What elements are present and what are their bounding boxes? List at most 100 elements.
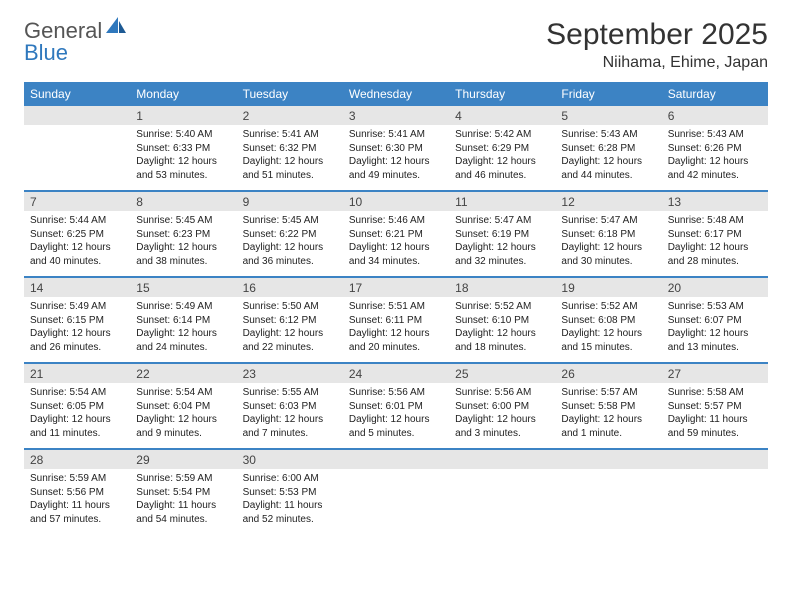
date-number-row: 21222324252627 [24, 364, 768, 383]
day1-text: Daylight: 12 hours [349, 413, 443, 427]
day1-text: Daylight: 12 hours [561, 155, 655, 169]
day-cell: Sunrise: 5:45 AMSunset: 6:22 PMDaylight:… [237, 211, 343, 276]
sunrise-text: Sunrise: 5:50 AM [243, 300, 337, 314]
day-cell: Sunrise: 5:59 AMSunset: 5:54 PMDaylight:… [130, 469, 236, 534]
date-number: 24 [343, 364, 449, 383]
brand-logo: General Blue [24, 18, 128, 64]
sunset-text: Sunset: 6:32 PM [243, 142, 337, 156]
sunrise-text: Sunrise: 5:55 AM [243, 386, 337, 400]
day1-text: Daylight: 12 hours [668, 327, 762, 341]
day1-text: Daylight: 12 hours [561, 413, 655, 427]
day1-text: Daylight: 12 hours [136, 241, 230, 255]
day2-text: and 34 minutes. [349, 255, 443, 269]
sunrise-text: Sunrise: 5:54 AM [30, 386, 124, 400]
date-number: 30 [237, 450, 343, 469]
date-number: 2 [237, 106, 343, 125]
day2-text: and 42 minutes. [668, 169, 762, 183]
sunrise-text: Sunrise: 5:49 AM [30, 300, 124, 314]
sunrise-text: Sunrise: 5:52 AM [561, 300, 655, 314]
day-cell: Sunrise: 5:50 AMSunset: 6:12 PMDaylight:… [237, 297, 343, 362]
location: Niihama, Ehime, Japan [546, 54, 768, 72]
data-row: Sunrise: 5:59 AMSunset: 5:56 PMDaylight:… [24, 469, 768, 534]
day-header: Thursday [449, 82, 555, 106]
day2-text: and 13 minutes. [668, 341, 762, 355]
date-number: 28 [24, 450, 130, 469]
date-number [662, 450, 768, 469]
date-number: 18 [449, 278, 555, 297]
day-cell: Sunrise: 5:58 AMSunset: 5:57 PMDaylight:… [662, 383, 768, 448]
sunset-text: Sunset: 6:12 PM [243, 314, 337, 328]
date-number: 15 [130, 278, 236, 297]
day-cell [343, 469, 449, 534]
date-number: 4 [449, 106, 555, 125]
page-header: General Blue September 2025 Niihama, Ehi… [24, 18, 768, 72]
sunrise-text: Sunrise: 5:52 AM [455, 300, 549, 314]
brand-word-2: Blue [24, 40, 68, 65]
day2-text: and 15 minutes. [561, 341, 655, 355]
week: 14151617181920Sunrise: 5:49 AMSunset: 6:… [24, 278, 768, 364]
date-number-row: 14151617181920 [24, 278, 768, 297]
day-cell [662, 469, 768, 534]
sunrise-text: Sunrise: 5:47 AM [561, 214, 655, 228]
date-number: 6 [662, 106, 768, 125]
date-number: 1 [130, 106, 236, 125]
date-number: 8 [130, 192, 236, 211]
sunrise-text: Sunrise: 5:44 AM [30, 214, 124, 228]
day-cell: Sunrise: 5:54 AMSunset: 6:05 PMDaylight:… [24, 383, 130, 448]
sunset-text: Sunset: 6:28 PM [561, 142, 655, 156]
day1-text: Daylight: 12 hours [349, 155, 443, 169]
day1-text: Daylight: 12 hours [30, 413, 124, 427]
date-number: 17 [343, 278, 449, 297]
date-number: 20 [662, 278, 768, 297]
day-cell: Sunrise: 5:52 AMSunset: 6:08 PMDaylight:… [555, 297, 661, 362]
sunrise-text: Sunrise: 5:53 AM [668, 300, 762, 314]
date-number: 16 [237, 278, 343, 297]
day-cell: Sunrise: 5:48 AMSunset: 6:17 PMDaylight:… [662, 211, 768, 276]
day2-text: and 38 minutes. [136, 255, 230, 269]
day1-text: Daylight: 12 hours [455, 155, 549, 169]
sunset-text: Sunset: 5:56 PM [30, 486, 124, 500]
day2-text: and 40 minutes. [30, 255, 124, 269]
date-number [343, 450, 449, 469]
date-number: 29 [130, 450, 236, 469]
date-number [555, 450, 661, 469]
day1-text: Daylight: 12 hours [668, 241, 762, 255]
date-number: 9 [237, 192, 343, 211]
day1-text: Daylight: 12 hours [455, 327, 549, 341]
day1-text: Daylight: 12 hours [349, 241, 443, 255]
date-number: 22 [130, 364, 236, 383]
day1-text: Daylight: 12 hours [455, 241, 549, 255]
sunrise-text: Sunrise: 5:43 AM [668, 128, 762, 142]
sunset-text: Sunset: 5:57 PM [668, 400, 762, 414]
date-number [449, 450, 555, 469]
data-row: Sunrise: 5:49 AMSunset: 6:15 PMDaylight:… [24, 297, 768, 362]
sunset-text: Sunset: 6:05 PM [30, 400, 124, 414]
date-number-row: 78910111213 [24, 192, 768, 211]
day2-text: and 9 minutes. [136, 427, 230, 441]
sunset-text: Sunset: 6:11 PM [349, 314, 443, 328]
day-cell: Sunrise: 5:56 AMSunset: 6:00 PMDaylight:… [449, 383, 555, 448]
day-cell: Sunrise: 5:53 AMSunset: 6:07 PMDaylight:… [662, 297, 768, 362]
day-cell: Sunrise: 5:47 AMSunset: 6:18 PMDaylight:… [555, 211, 661, 276]
day2-text: and 32 minutes. [455, 255, 549, 269]
sunrise-text: Sunrise: 5:49 AM [136, 300, 230, 314]
weeks-container: 123456Sunrise: 5:40 AMSunset: 6:33 PMDay… [24, 106, 768, 534]
day2-text: and 49 minutes. [349, 169, 443, 183]
day2-text: and 46 minutes. [455, 169, 549, 183]
day-cell: Sunrise: 5:42 AMSunset: 6:29 PMDaylight:… [449, 125, 555, 190]
sunrise-text: Sunrise: 5:59 AM [136, 472, 230, 486]
day2-text: and 7 minutes. [243, 427, 337, 441]
sunset-text: Sunset: 6:22 PM [243, 228, 337, 242]
day1-text: Daylight: 12 hours [30, 241, 124, 255]
day-cell [555, 469, 661, 534]
date-number: 21 [24, 364, 130, 383]
sunset-text: Sunset: 6:18 PM [561, 228, 655, 242]
day-cell: Sunrise: 5:45 AMSunset: 6:23 PMDaylight:… [130, 211, 236, 276]
day-cell [24, 125, 130, 190]
day-cell: Sunrise: 5:49 AMSunset: 6:15 PMDaylight:… [24, 297, 130, 362]
day2-text: and 1 minute. [561, 427, 655, 441]
day1-text: Daylight: 12 hours [455, 413, 549, 427]
day-cell: Sunrise: 5:41 AMSunset: 6:30 PMDaylight:… [343, 125, 449, 190]
day2-text: and 28 minutes. [668, 255, 762, 269]
sunset-text: Sunset: 5:54 PM [136, 486, 230, 500]
